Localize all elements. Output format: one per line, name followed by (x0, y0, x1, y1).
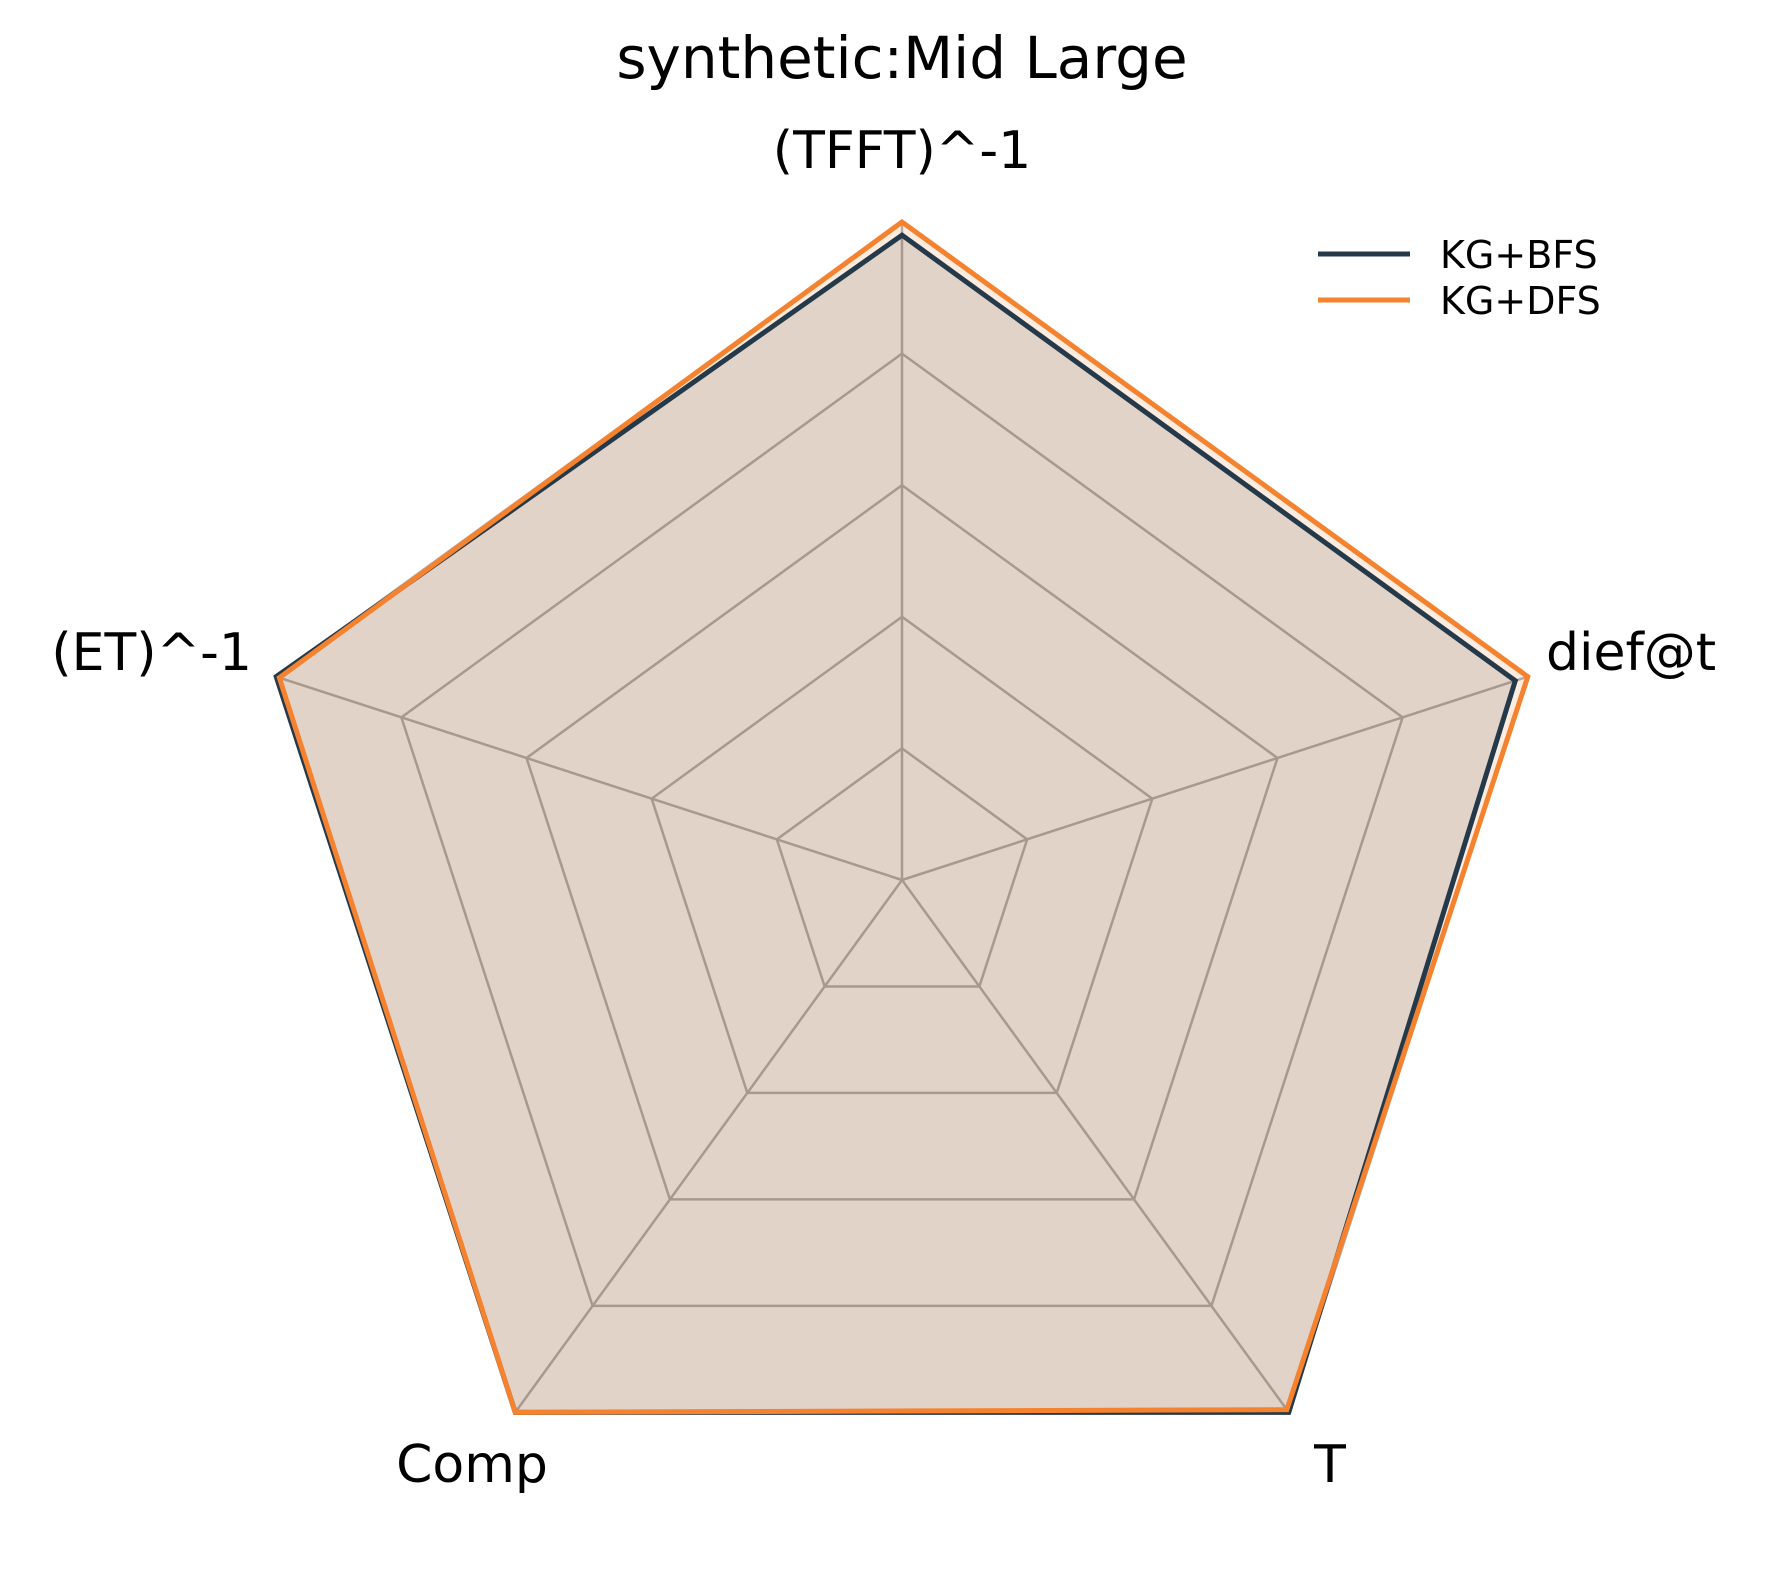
grid-spoke-3 (900, 879, 1290, 1414)
grid-ring-4 (399, 352, 1405, 1308)
axis-label-tfft: (TFFT)^-1 (773, 121, 1031, 181)
axis-labels: (TFFT)^-1 dief@t T Comp (ET)^-1 (51, 121, 1716, 1495)
legend-label-kg-bfs: KG+BFS (1440, 233, 1598, 277)
series-area-kg-bfs (276, 235, 1516, 1413)
axis-label-comp: Comp (396, 1435, 548, 1495)
radar-series (273, 218, 1531, 1415)
grid-spoke-2 (901, 675, 1529, 882)
grid-spoke-4 (514, 879, 904, 1414)
legend: KG+BFS KG+DFS (1318, 233, 1601, 323)
grid-ring-2 (650, 615, 1154, 1095)
axis-label-et: (ET)^-1 (51, 623, 252, 683)
grid-ring-3 (525, 483, 1279, 1201)
grid-ring-1 (775, 746, 1029, 988)
series-line-kg-dfs (276, 218, 1531, 1415)
series-area-kg-dfs (279, 222, 1528, 1413)
legend-label-kg-dfs: KG+DFS (1440, 279, 1601, 323)
axis-label-t: T (1313, 1435, 1346, 1495)
grid-spoke-5 (275, 675, 903, 882)
axis-label-dief: dief@t (1546, 623, 1716, 683)
chart-title: synthetic:Mid Large (616, 24, 1187, 92)
